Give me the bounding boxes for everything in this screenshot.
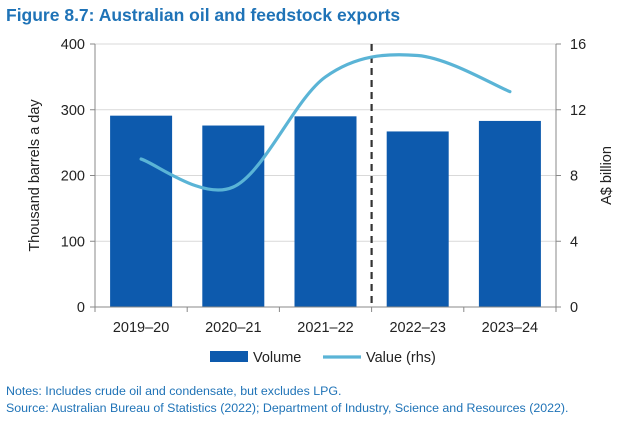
volume-bar: [294, 116, 357, 307]
y-axis-title: Thousand barrels a day: [27, 99, 43, 252]
volume-bar: [202, 125, 265, 307]
x-tick-label: 2021–22: [297, 320, 353, 336]
left-tick-label: 400: [61, 37, 85, 53]
y2-axis-title: A$ billion: [599, 146, 615, 205]
x-tick-label: 2022–23: [389, 320, 445, 336]
legend-swatch-volume: [210, 351, 248, 362]
x-tick-label: 2019–20: [113, 320, 169, 336]
notes-text: Notes: Includes crude oil and condensate…: [6, 384, 342, 398]
volume-bar: [478, 120, 541, 308]
tick-labels: 0 100 200 300 400 0 4 8 12 16 2019–20 2020–21 2021–2…: [61, 37, 586, 336]
volume-bars: [110, 115, 541, 308]
notes-block: Notes: Includes crude oil and condensate…: [6, 383, 626, 416]
right-tick-label: 0: [570, 300, 578, 316]
left-tick-label: 300: [61, 103, 85, 119]
right-tick-label: 8: [570, 169, 578, 185]
figure-title: Figure 8.7: Australian oil and feedstock…: [6, 5, 401, 25]
legend-label-volume: Volume: [253, 350, 301, 366]
right-tick-label: 12: [570, 103, 586, 119]
left-tick-label: 100: [61, 234, 85, 250]
legend-label-value: Value (rhs): [366, 350, 436, 366]
x-tick-label: 2023–24: [482, 320, 538, 336]
axis-titles: Thousand barrels a day A$ billion: [27, 99, 615, 252]
volume-bar: [386, 131, 449, 307]
value-line: [139, 53, 512, 192]
right-tick-label: 4: [570, 234, 578, 250]
source-text: Source: Australian Bureau of Statistics …: [6, 400, 569, 415]
left-tick-label: 200: [61, 169, 85, 185]
value-line-series: [139, 53, 512, 192]
oil-exports-chart: 0 100 200 300 400 0 4 8 12 16 2019–20 2020–21 2021–2…: [27, 37, 615, 366]
right-tick-label: 16: [570, 37, 586, 53]
volume-bar: [110, 115, 173, 307]
x-tick-label: 2020–21: [205, 320, 261, 336]
left-tick-label: 0: [77, 300, 85, 316]
legend: Volume Value (rhs): [210, 350, 436, 366]
axes: [90, 43, 561, 312]
